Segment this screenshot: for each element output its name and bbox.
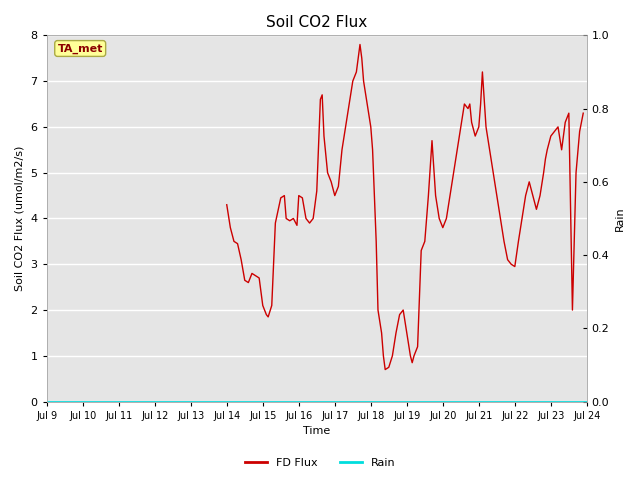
X-axis label: Time: Time (303, 426, 330, 436)
Text: TA_met: TA_met (58, 43, 103, 54)
Legend: FD Flux, Rain: FD Flux, Rain (240, 453, 400, 472)
Title: Soil CO2 Flux: Soil CO2 Flux (266, 15, 367, 30)
Y-axis label: Rain: Rain (615, 206, 625, 231)
Y-axis label: Soil CO2 Flux (umol/m2/s): Soil CO2 Flux (umol/m2/s) (15, 146, 25, 291)
